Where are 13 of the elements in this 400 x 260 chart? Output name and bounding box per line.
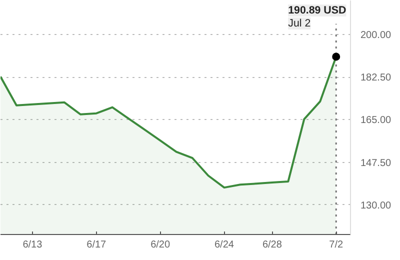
y-tick-label: 182.50 xyxy=(360,72,392,84)
x-tick-label: 7/2 xyxy=(329,240,344,250)
annotation: 190.89 USD xyxy=(288,4,346,16)
y-tick-label: 130.00 xyxy=(360,200,392,212)
x-tick-label: 6/24 xyxy=(214,240,234,250)
y-tick-label: 165.00 xyxy=(360,115,392,126)
annotation: Jul 2 xyxy=(288,18,311,30)
x-tick-label: 6/20 xyxy=(150,240,170,250)
x-tick-label: 6/28 xyxy=(262,240,282,250)
y-tick-label: 200.00 xyxy=(360,30,392,42)
x-tick-label: 6/13 xyxy=(22,240,43,250)
y-tick-label: 147.50 xyxy=(360,158,392,169)
x-tick-label: 6/17 xyxy=(86,240,107,250)
